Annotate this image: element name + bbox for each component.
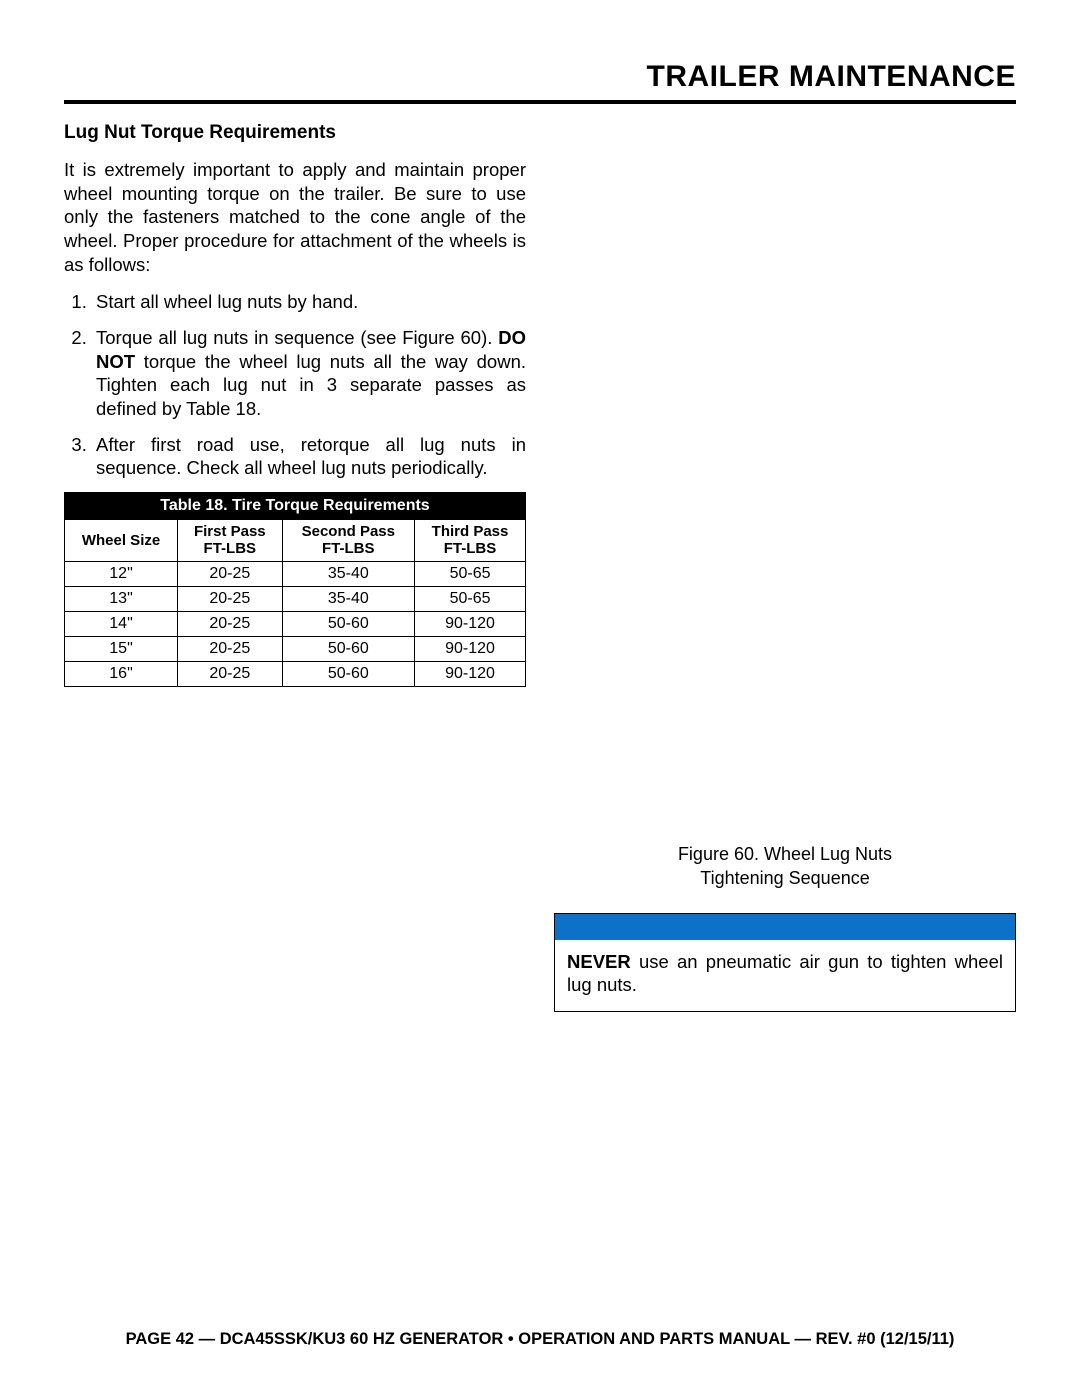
figure-placeholder (554, 122, 1016, 842)
figure-caption-line: Figure 60. Wheel Lug Nuts (678, 844, 892, 864)
col-header-line: Third Pass (432, 523, 509, 540)
list-item: Start all wheel lug nuts by hand. (92, 290, 526, 314)
cell: 35-40 (282, 586, 415, 611)
cell: 14" (65, 611, 178, 636)
procedure-list: Start all wheel lug nuts by hand. Torque… (64, 290, 526, 480)
notice-text: use an pneumatic air gun to tighten whee… (567, 951, 1003, 996)
col-header: First Pass FT-LBS (178, 520, 282, 562)
two-column-layout: Lug Nut Torque Requirements It is extrem… (64, 122, 1016, 1012)
figure-caption: Figure 60. Wheel Lug Nuts Tightening Seq… (554, 842, 1016, 891)
intro-paragraph: It is extremely important to apply and m… (64, 158, 526, 276)
cell: 12" (65, 561, 178, 586)
header-rule (64, 100, 1016, 104)
list-item: Torque all lug nuts in sequence (see Fig… (92, 326, 526, 421)
cell: 90-120 (415, 661, 526, 686)
table-title: Table 18. Tire Torque Requirements (65, 493, 526, 520)
step-text: Torque all lug nuts in sequence (see Fig… (96, 327, 498, 348)
col-header: Second Pass FT-LBS (282, 520, 415, 562)
step-text: torque the wheel lug nuts all the way do… (96, 351, 526, 419)
right-column: Figure 60. Wheel Lug Nuts Tightening Seq… (554, 122, 1016, 1012)
list-item: After first road use, retorque all lug n… (92, 433, 526, 480)
cell: 90-120 (415, 636, 526, 661)
notice-box: NEVER use an pneumatic air gun to tighte… (554, 913, 1016, 1012)
cell: 20-25 (178, 586, 282, 611)
cell: 50-60 (282, 661, 415, 686)
table-row: 16" 20-25 50-60 90-120 (65, 661, 526, 686)
col-header: Third Pass FT-LBS (415, 520, 526, 562)
cell: 50-65 (415, 561, 526, 586)
col-header-line: FT-LBS (322, 540, 375, 557)
col-header-line: FT-LBS (444, 540, 497, 557)
cell: 20-25 (178, 561, 282, 586)
cell: 13" (65, 586, 178, 611)
table-title-row: Table 18. Tire Torque Requirements (65, 493, 526, 520)
table-row: 15" 20-25 50-60 90-120 (65, 636, 526, 661)
torque-table: Table 18. Tire Torque Requirements Wheel… (64, 492, 526, 687)
cell: 20-25 (178, 611, 282, 636)
subheading: Lug Nut Torque Requirements (64, 122, 526, 144)
notice-never: NEVER (567, 951, 631, 972)
cell: 35-40 (282, 561, 415, 586)
page-footer: PAGE 42 — DCA45SSK/KU3 60 HZ GENERATOR •… (64, 1330, 1016, 1349)
col-header-line: FT-LBS (204, 540, 257, 557)
notice-body: NEVER use an pneumatic air gun to tighte… (555, 940, 1015, 1011)
cell: 20-25 (178, 636, 282, 661)
table-row: 13" 20-25 35-40 50-65 (65, 586, 526, 611)
col-header-line: Second Pass (302, 523, 395, 540)
table-row: 14" 20-25 50-60 90-120 (65, 611, 526, 636)
section-header: TRAILER MAINTENANCE (64, 60, 1016, 100)
left-column: Lug Nut Torque Requirements It is extrem… (64, 122, 526, 1012)
cell: 50-60 (282, 636, 415, 661)
cell: 50-60 (282, 611, 415, 636)
table-row: 12" 20-25 35-40 50-65 (65, 561, 526, 586)
step-text: Start all wheel lug nuts by hand. (96, 291, 358, 312)
col-header: Wheel Size (65, 520, 178, 562)
cell: 90-120 (415, 611, 526, 636)
page: TRAILER MAINTENANCE Lug Nut Torque Requi… (0, 0, 1080, 1397)
cell: 16" (65, 661, 178, 686)
cell: 50-65 (415, 586, 526, 611)
step-text: After first road use, retorque all lug n… (96, 434, 526, 479)
table-header-row: Wheel Size First Pass FT-LBS Second Pass… (65, 520, 526, 562)
cell: 15" (65, 636, 178, 661)
figure-caption-line: Tightening Sequence (700, 868, 869, 888)
notice-bar (555, 914, 1015, 940)
col-header-line: First Pass (194, 523, 266, 540)
cell: 20-25 (178, 661, 282, 686)
